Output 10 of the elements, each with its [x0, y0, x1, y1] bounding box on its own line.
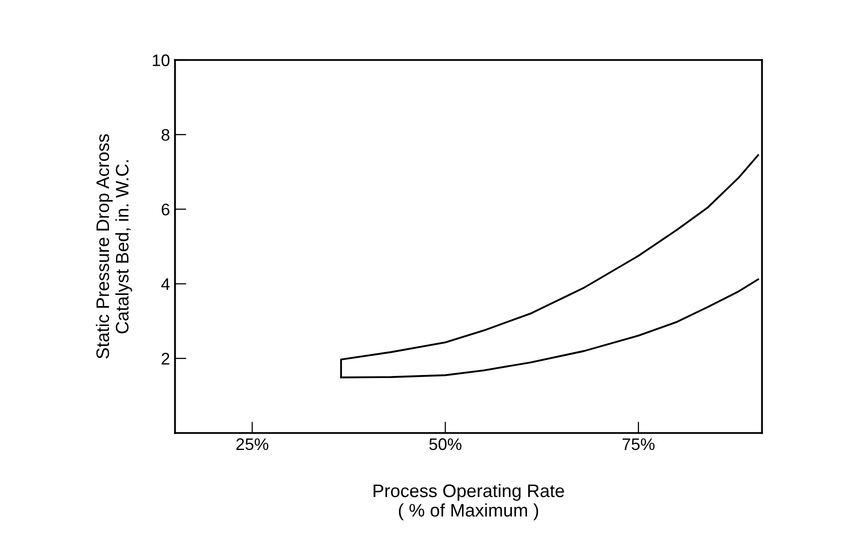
y-tick-label: 2 — [162, 352, 170, 364]
y-axis-title: Static Pressure Drop Across Catalyst Bed, in. W.C. — [96, 134, 132, 359]
y-tick-label: 6 — [162, 204, 170, 216]
y-tick-label: 4 — [161, 278, 170, 290]
x-tick-label: 25% — [236, 438, 268, 450]
x-axis-title: Process Operating Rate ( % of Maximum ) — [374, 484, 564, 520]
x-tick-label: 75% — [622, 438, 655, 450]
y-tick-label: 10 — [152, 54, 170, 66]
y-tick-label: 8 — [162, 129, 170, 141]
x-tick-label: 50% — [429, 438, 462, 450]
